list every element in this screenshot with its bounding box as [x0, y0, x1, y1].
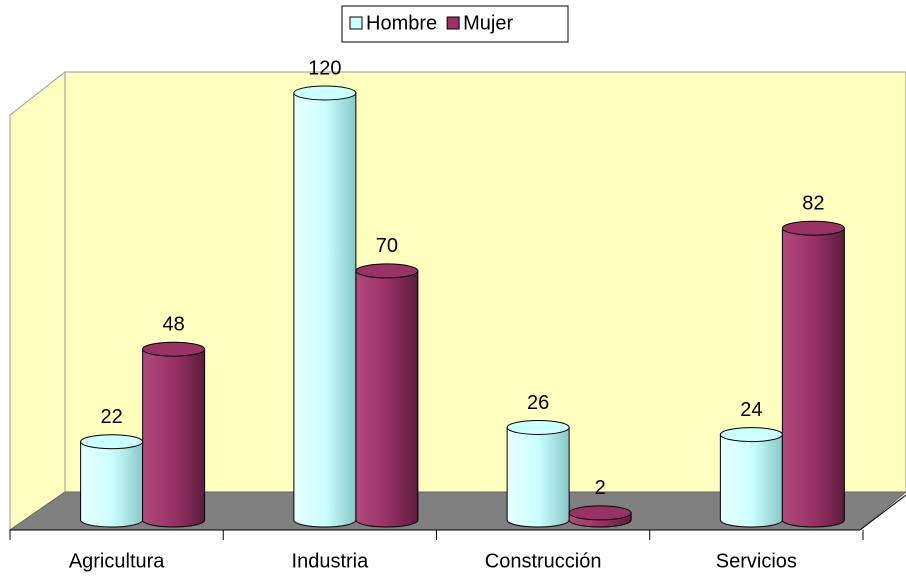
cylinder-body: [781, 227, 845, 528]
x-tick-label: Servicios: [716, 550, 797, 572]
cylinder-top: [719, 427, 783, 443]
data-label: 26: [527, 392, 549, 414]
data-label: 82: [802, 192, 824, 214]
x-axis-depth: [859, 494, 906, 531]
cylinder-top: [355, 263, 419, 279]
legend-swatch: [349, 16, 363, 30]
legend: Hombre Mujer: [341, 5, 569, 43]
cylinder-body: [142, 348, 206, 528]
data-label: 2: [595, 477, 606, 499]
x-tick-label: Industria: [292, 550, 370, 572]
cylinder-body: [719, 434, 783, 528]
cylinder-top: [506, 419, 570, 435]
cylinder-body: [293, 92, 357, 528]
data-label: 22: [101, 406, 123, 428]
data-label: 70: [376, 235, 398, 257]
cylinder-top: [781, 220, 845, 236]
cylinder-top: [80, 434, 144, 450]
data-label: 48: [163, 313, 185, 335]
cylinder-top: [142, 341, 206, 357]
cylinder-top: [293, 85, 357, 101]
data-label: 120: [308, 57, 341, 79]
legend-label: Mujer: [463, 12, 513, 34]
cylinder-body: [80, 441, 144, 528]
side-wall: [9, 70, 66, 531]
data-label: 24: [740, 399, 762, 421]
cylinder-top: [568, 505, 632, 521]
cylinder-body: [355, 270, 419, 528]
legend-swatch: [446, 16, 460, 30]
x-tick-label: Agricultura: [69, 550, 165, 572]
x-tick-label: Construcción: [485, 550, 602, 572]
cylinder-body: [506, 426, 570, 528]
legend-label: Hombre: [366, 12, 437, 34]
